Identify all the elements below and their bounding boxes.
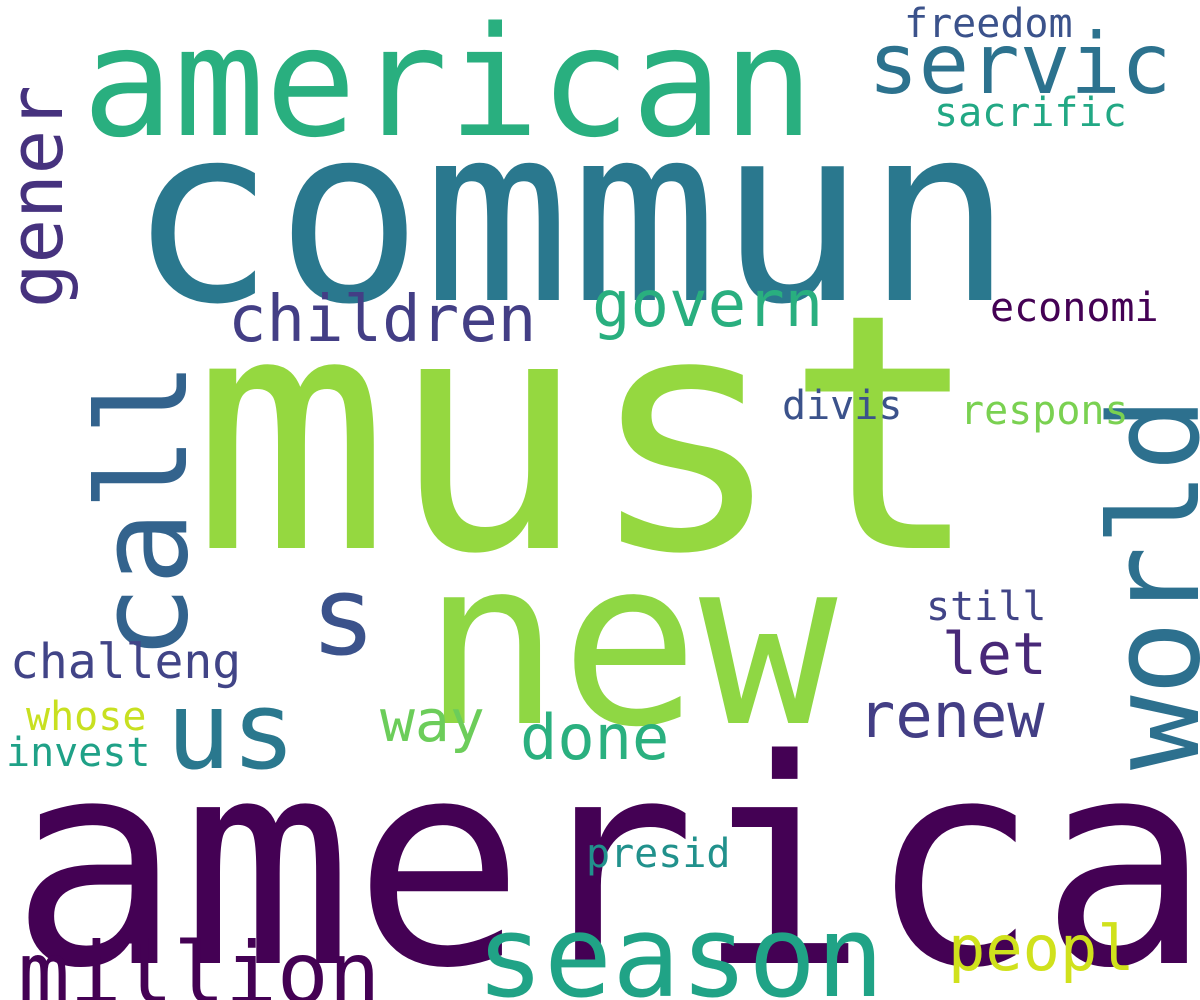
word-peopl: peopl bbox=[948, 912, 1135, 985]
word-commun: commun bbox=[128, 73, 1014, 358]
word-whose: whose bbox=[26, 694, 147, 740]
word-must: must bbox=[192, 245, 982, 626]
word-renew: renew bbox=[858, 679, 1045, 752]
word-us: us bbox=[166, 669, 297, 794]
word-gener: gener bbox=[0, 85, 80, 308]
word-presid: presid bbox=[586, 831, 731, 877]
word-challeng: challeng bbox=[10, 634, 242, 690]
word-servic: servic bbox=[868, 15, 1172, 113]
word-done: done bbox=[520, 701, 670, 774]
word-american: american bbox=[82, 0, 815, 171]
word-divis: divis bbox=[782, 383, 903, 429]
word-season: season bbox=[476, 891, 885, 1000]
word-economi: economi bbox=[990, 285, 1159, 331]
word-call: call bbox=[72, 361, 216, 660]
word-still: still bbox=[926, 584, 1047, 630]
word-invest: invest bbox=[6, 730, 151, 776]
word-world: world bbox=[1084, 396, 1200, 770]
word-million: million bbox=[18, 924, 381, 1000]
word-s: s bbox=[310, 552, 377, 680]
word-govern: govern bbox=[592, 268, 824, 342]
word-way: way bbox=[380, 687, 485, 755]
word-let: let bbox=[942, 620, 1047, 688]
word-freedom: freedom bbox=[904, 1, 1073, 47]
word-respons: respons bbox=[960, 388, 1129, 434]
word-sacrific: sacrific bbox=[934, 90, 1127, 136]
word-new: new bbox=[422, 511, 838, 778]
word-children: children bbox=[228, 283, 537, 357]
word-america: america bbox=[10, 699, 1200, 1000]
